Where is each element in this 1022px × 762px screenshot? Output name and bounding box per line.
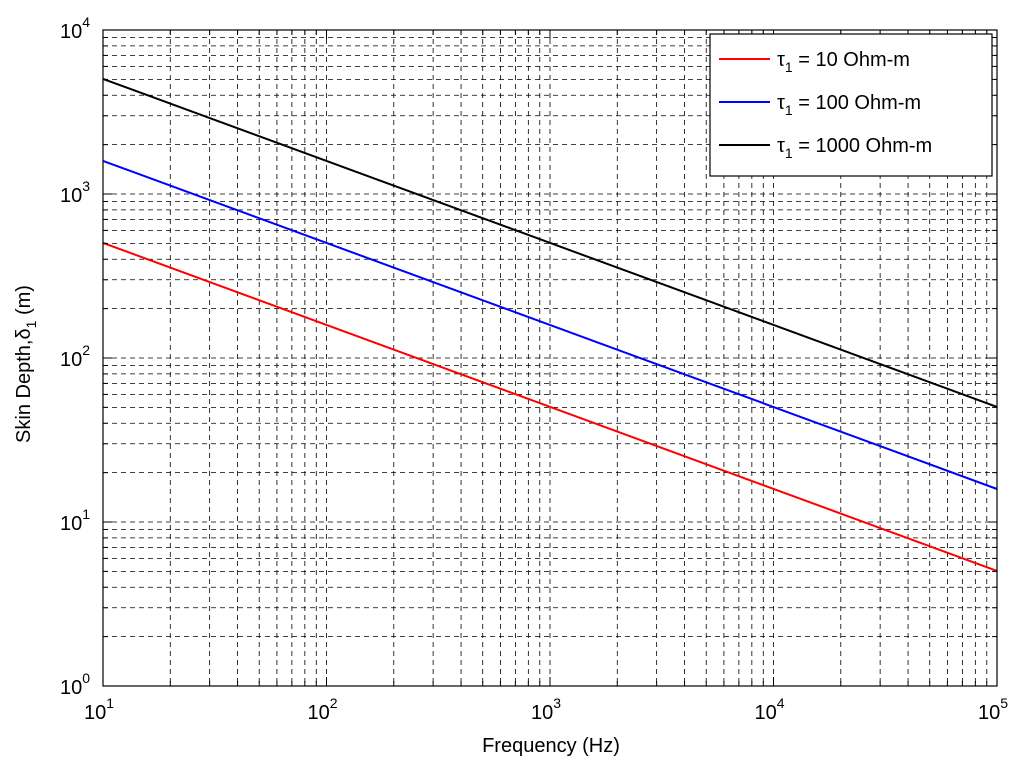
y-tick-label: 104 xyxy=(60,14,90,43)
legend-label-1: τ1 = 10 Ohm-m xyxy=(777,49,910,75)
series-line-2 xyxy=(102,159,998,490)
y-axis-label-text: Skin Depth, xyxy=(13,340,35,443)
y-axis-label-subscript: 1 xyxy=(23,320,39,328)
y-axis-label-unit: (m) xyxy=(13,285,35,321)
x-tick-label: 101 xyxy=(84,695,114,724)
legend-label-3: τ1 = 1000 Ohm-m xyxy=(777,135,932,161)
y-axis-label: Skin Depth,δ1 (m) xyxy=(13,285,39,443)
series-line-1 xyxy=(102,241,998,572)
x-tick-label: 105 xyxy=(978,695,1008,724)
x-tick-label: 103 xyxy=(531,695,561,724)
tick-marks xyxy=(102,30,997,687)
legend-entries: τ1 = 10 Ohm-m τ1 = 100 Ohm-m τ1 = 1000 Ohm… xyxy=(719,49,932,161)
y-axis-label-symbol: δ xyxy=(13,328,35,339)
series-line-3 xyxy=(102,77,998,408)
y-tick-label: 102 xyxy=(60,342,90,371)
y-tick-label: 103 xyxy=(60,178,90,207)
legend-box xyxy=(709,33,993,177)
legend-label-2: τ1 = 100 Ohm-m xyxy=(777,92,921,118)
y-tick-label: 101 xyxy=(60,506,90,535)
y-tick-labels: 100 101 102 103 104 xyxy=(60,14,90,699)
x-axis-label: Frequency (Hz) xyxy=(482,735,620,757)
legend: τ1 = 10 Ohm-m τ1 = 100 Ohm-m τ1 = 1000 Ohm… xyxy=(709,33,993,177)
x-tick-label: 104 xyxy=(754,695,784,724)
x-tick-labels: 101 102 103 104 105 xyxy=(84,695,1008,724)
data-series xyxy=(102,77,998,572)
y-tick-label: 100 xyxy=(60,670,90,699)
x-tick-label: 102 xyxy=(307,695,337,724)
